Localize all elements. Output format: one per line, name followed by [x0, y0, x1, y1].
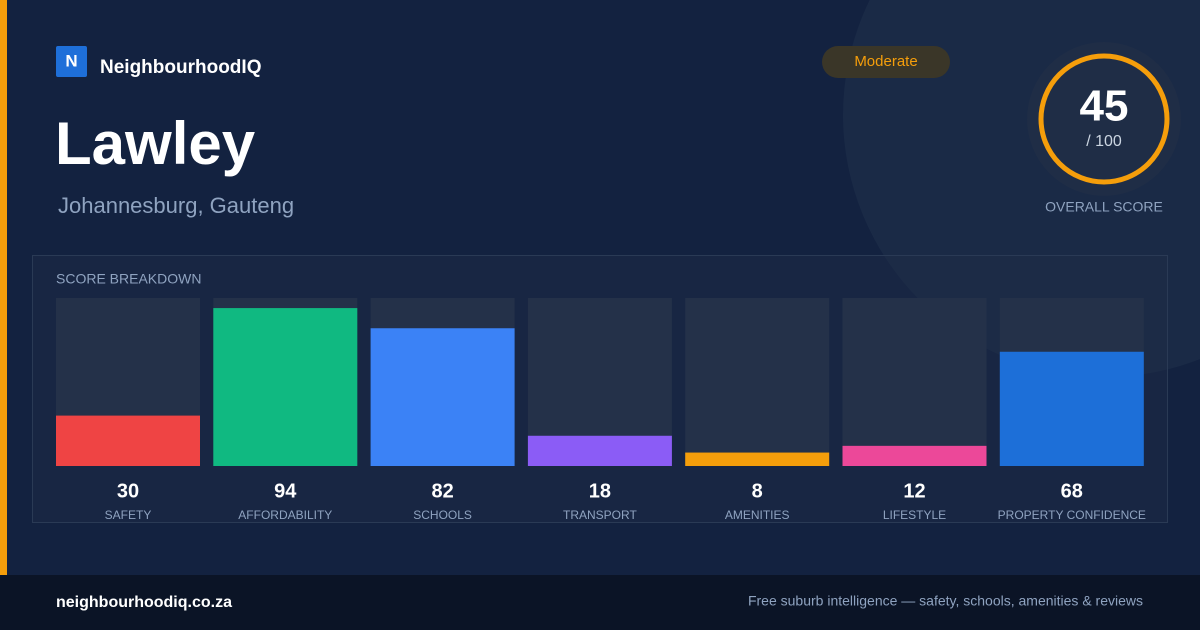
badge: [822, 46, 950, 78]
place-name: Lawley: [55, 110, 256, 177]
bar-label: SAFETY: [105, 508, 152, 522]
score-caption: OVERALL SCORE: [1045, 199, 1163, 215]
bar-value: 8: [752, 480, 763, 502]
footer-domain: neighbourhoodiq.co.za: [56, 594, 232, 611]
score-max: / 100: [1086, 133, 1122, 150]
badge-text: Moderate: [854, 53, 917, 70]
bar-value: 12: [903, 480, 925, 502]
bar: [842, 445, 987, 466]
bar-label: SCHOOLS: [413, 508, 472, 522]
bar: [213, 308, 358, 466]
bar: [685, 452, 830, 466]
logo: [56, 46, 87, 77]
bar-label: AFFORDABILITY: [238, 508, 332, 522]
score-ring: [1038, 53, 1170, 185]
bar-value: 18: [589, 480, 611, 502]
brand-name: NeighbourhoodIQ: [100, 57, 261, 78]
bar-label: AMENITIES: [725, 508, 790, 522]
bar-label: LIFESTYLE: [883, 508, 946, 522]
place-location: Johannesburg, Gauteng: [58, 193, 294, 218]
score-bg: [1027, 42, 1181, 196]
bar-label: PROPERTY CONFIDENCE: [998, 508, 1146, 522]
bar-value: 30: [117, 480, 139, 502]
bar-value: 82: [431, 480, 453, 502]
bar-track: [685, 298, 830, 466]
bar: [999, 351, 1144, 466]
bar-value: 68: [1061, 480, 1083, 502]
bar: [527, 435, 672, 466]
footer-tagline: Free suburb intelligence — safety, schoo…: [748, 593, 1143, 609]
bar-track: [842, 298, 987, 466]
score-value: 45: [1080, 82, 1129, 131]
footer: [0, 575, 1200, 630]
bar: [370, 328, 515, 466]
bar-label: TRANSPORT: [563, 508, 637, 522]
bar: [56, 415, 200, 466]
bar-value: 94: [274, 480, 297, 502]
logo-letter: N: [65, 51, 77, 70]
accent-stripe: [0, 0, 7, 575]
breakdown-title: SCORE BREAKDOWN: [56, 271, 201, 287]
